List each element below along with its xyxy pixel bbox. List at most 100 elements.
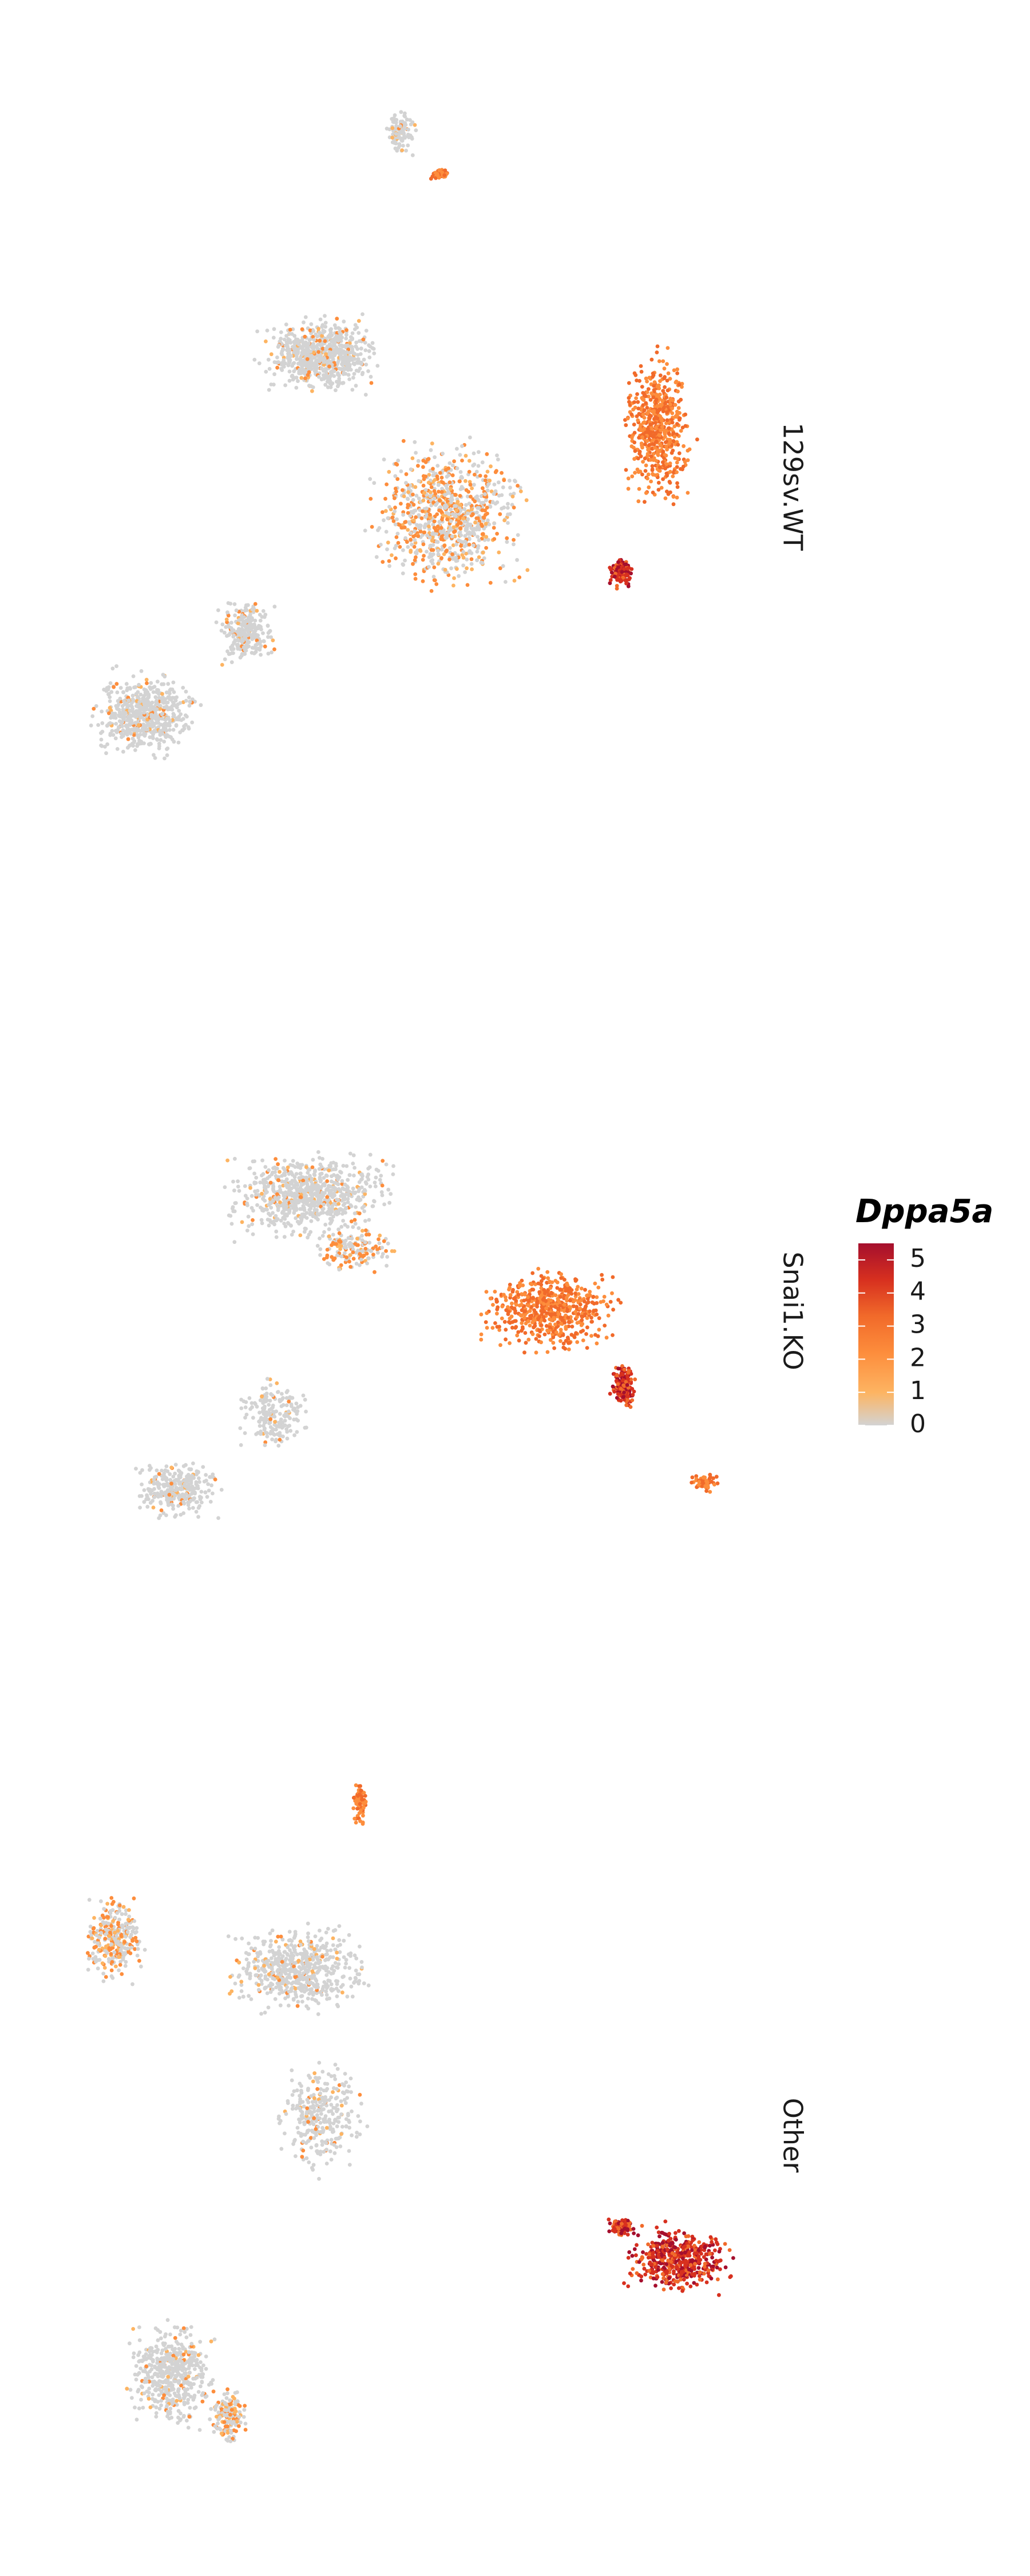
scatter-point [343, 1182, 347, 1187]
scatter-point [326, 1203, 330, 1207]
scatter-point [522, 1315, 526, 1320]
scatter-point [312, 366, 317, 370]
scatter-point [439, 476, 444, 480]
scatter-point [484, 1290, 489, 1294]
scatter-point [647, 485, 651, 489]
scatter-point [479, 1332, 484, 1337]
scatter-point [500, 493, 504, 497]
scatter-point [445, 487, 449, 491]
scatter-point [671, 474, 675, 479]
scatter-point [599, 1300, 603, 1304]
scatter-point [665, 362, 669, 366]
scatter-point [92, 706, 96, 711]
scatter-point [302, 368, 306, 372]
scatter-point [520, 1302, 524, 1307]
scatter-point [465, 494, 470, 499]
scatter-point [640, 444, 644, 449]
scatter-point [409, 531, 413, 535]
scatter-point [568, 1289, 573, 1293]
scatter-point [460, 459, 464, 463]
scatter-point [151, 736, 155, 740]
scatter-point [324, 1255, 329, 1260]
scatter-point [365, 1251, 369, 1256]
scatter-point [595, 1341, 599, 1346]
scatter-point [321, 330, 325, 335]
scatter-point [442, 544, 446, 548]
scatter-point [232, 1209, 237, 1214]
scatter-point [465, 583, 470, 587]
scatter-point [400, 139, 405, 143]
scatter-point [240, 1220, 244, 1224]
scatter-point [172, 713, 176, 717]
scatter-point [450, 512, 455, 516]
scatter-point [470, 567, 474, 571]
scatter-point [611, 1275, 615, 1279]
scatter-point [143, 693, 148, 697]
scatter-point [530, 1271, 535, 1275]
scatter-point [347, 1259, 351, 1264]
scatter-point [615, 1396, 619, 1400]
scatter-point [269, 352, 274, 357]
scatter-point [312, 1204, 316, 1208]
scatter-point [254, 1175, 259, 1180]
scatter-point [439, 556, 443, 560]
scatter-point [259, 653, 263, 657]
scatter-point [136, 733, 140, 737]
scatter-point [504, 1327, 508, 1332]
scatter-point [639, 428, 643, 432]
scatter-point [575, 1305, 579, 1309]
scatter-point [369, 497, 373, 501]
scatter-point [593, 1281, 597, 1286]
scatter-point [426, 457, 430, 462]
scatter-point [318, 1253, 322, 1257]
scatter-point [125, 705, 130, 709]
scatter-point [534, 1350, 538, 1355]
scatter-point [377, 1237, 381, 1242]
scatter-point [318, 343, 323, 347]
scatter-point [106, 687, 110, 692]
scatter-point [128, 713, 133, 718]
scatter-point [668, 402, 672, 406]
scatter-point [129, 732, 133, 736]
scatter-point [309, 322, 314, 326]
scatter-point [603, 1323, 607, 1328]
scatter-point [292, 341, 297, 346]
scatter-point [488, 580, 493, 585]
scatter-point [447, 480, 452, 484]
scatter-point [306, 1171, 310, 1175]
scatter-point [390, 126, 395, 131]
scatter-point [304, 361, 309, 365]
scatter-point [316, 1150, 320, 1154]
scatter-point [320, 1190, 324, 1195]
scatter-point [432, 526, 437, 530]
scatter-point [644, 463, 648, 468]
scatter-point [323, 314, 327, 318]
scatter-point [410, 120, 415, 125]
scatter-point [404, 481, 408, 485]
scatter-point [485, 452, 489, 456]
scatter-point [245, 1196, 249, 1201]
scatter-point [293, 350, 297, 355]
scatter-point [134, 715, 138, 719]
scatter-point [616, 1366, 620, 1371]
scatter-point [518, 1313, 522, 1317]
scatter-point [495, 453, 499, 457]
scatter-point [551, 1341, 556, 1345]
scatter-point [287, 1192, 291, 1197]
scatter-point [579, 1298, 583, 1303]
scatter-point [233, 1156, 237, 1161]
scatter-point [306, 1235, 310, 1240]
scatter-point [356, 1249, 360, 1253]
scatter-point [433, 578, 437, 583]
scatter-point [496, 1305, 500, 1310]
scatter-point [430, 441, 434, 446]
scatter-point [356, 1189, 361, 1194]
scatter-point [320, 1234, 325, 1238]
scatter-point [427, 512, 432, 517]
scatter-point [515, 558, 519, 562]
scatter-point [564, 1325, 568, 1329]
scatter-point [454, 508, 459, 512]
scatter-point [335, 1174, 340, 1178]
scatter-point [627, 400, 631, 404]
scatter-point [443, 504, 447, 508]
